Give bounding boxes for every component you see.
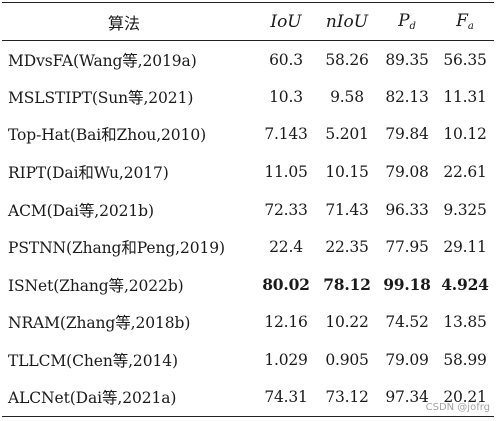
fa-cell: 13.85 xyxy=(443,313,487,332)
table-row: PSTNN(Zhang和Peng,2019) 22.4 22.35 77.95 … xyxy=(2,228,494,266)
header-fa: Fa xyxy=(436,3,494,41)
table-body: MDvsFA(Wang等,2019a) 60.3 58.26 89.35 56.… xyxy=(2,41,494,417)
fa-cell: 11.31 xyxy=(443,87,487,106)
iou-cell: 22.4 xyxy=(269,238,303,257)
niou-cell: 10.22 xyxy=(325,313,369,332)
header-pd: Pd xyxy=(378,3,436,41)
method-cell: RIPT(Dai和Wu,2017) xyxy=(8,164,169,183)
fa-cell: 29.11 xyxy=(443,238,487,257)
pd-cell: 82.13 xyxy=(385,87,429,106)
header-fa-sub: a xyxy=(467,21,474,32)
fa-cell: 10.12 xyxy=(443,125,487,144)
method-cell: MDvsFA(Wang等,2019a) xyxy=(8,51,197,70)
table-row: ACM(Dai等,2021b) 72.33 71.43 96.33 9.325 xyxy=(2,191,494,229)
header-iou: IoU xyxy=(270,11,302,32)
fa-cell: 58.99 xyxy=(443,351,487,370)
pd-cell: 79.08 xyxy=(385,163,429,182)
table-row: ALCNet(Dai等,2021a) 74.31 73.12 97.34 20.… xyxy=(2,379,494,417)
fa-cell: 4.924 xyxy=(441,275,489,295)
pd-cell: 89.35 xyxy=(385,50,429,69)
pd-cell: 79.09 xyxy=(385,351,429,370)
iou-cell: 1.029 xyxy=(264,351,308,370)
niou-cell: 0.905 xyxy=(325,351,369,370)
niou-cell: 5.201 xyxy=(325,125,369,144)
table-header: 算法 IoU nIoU Pd Fa xyxy=(2,2,494,41)
header-fa-main: F xyxy=(456,11,468,31)
niou-cell: 22.35 xyxy=(325,238,369,257)
method-cell: ACM(Dai等,2021b) xyxy=(8,201,154,220)
pd-cell: 96.33 xyxy=(385,200,429,219)
niou-cell: 78.12 xyxy=(323,275,371,295)
table-row: NRAM(Zhang等,2018b) 12.16 10.22 74.52 13.… xyxy=(2,304,494,342)
pd-cell: 74.52 xyxy=(385,313,429,332)
method-cell: PSTNN(Zhang和Peng,2019) xyxy=(8,239,225,258)
method-cell: MSLSTIPT(Sun等,2021) xyxy=(8,88,194,107)
method-cell: NRAM(Zhang等,2018b) xyxy=(8,314,191,333)
header-pd-main: P xyxy=(398,11,410,31)
iou-cell: 7.143 xyxy=(264,125,308,144)
table-row: MDvsFA(Wang等,2019a) 60.3 58.26 89.35 56.… xyxy=(2,41,494,79)
header-row: 算法 IoU nIoU Pd Fa xyxy=(2,2,494,41)
iou-cell: 12.16 xyxy=(264,313,308,332)
niou-cell: 10.15 xyxy=(325,163,369,182)
method-cell: TLLCM(Chen等,2014) xyxy=(8,352,178,371)
iou-cell: 74.31 xyxy=(264,388,308,407)
fa-cell: 56.35 xyxy=(443,50,487,69)
iou-cell: 11.05 xyxy=(264,163,308,182)
table-row: MSLSTIPT(Sun等,2021) 10.3 9.58 82.13 11.3… xyxy=(2,78,494,116)
pd-cell: 77.95 xyxy=(385,238,429,257)
watermark: CSDN @jofrg xyxy=(425,402,490,413)
iou-cell: 72.33 xyxy=(264,200,308,219)
header-niou: nIoU xyxy=(325,11,369,32)
iou-cell: 60.3 xyxy=(269,50,303,69)
niou-cell: 71.43 xyxy=(325,200,369,219)
fa-cell: 20.21 xyxy=(443,388,487,407)
pd-cell: 99.18 xyxy=(383,275,431,295)
table-row-best: ISNet(Zhang等,2022b) 80.02 78.12 99.18 4.… xyxy=(2,266,494,304)
results-table: 算法 IoU nIoU Pd Fa MDvsFA(Wang等,2019a) 60… xyxy=(2,2,494,417)
method-cell: ISNet(Zhang等,2022b) xyxy=(8,276,184,295)
fa-cell: 22.61 xyxy=(443,163,487,182)
header-method: 算法 xyxy=(107,13,140,33)
header-pd-sub: d xyxy=(409,21,416,32)
table-row: TLLCM(Chen等,2014) 1.029 0.905 79.09 58.9… xyxy=(2,341,494,379)
fa-cell: 9.325 xyxy=(443,200,487,219)
niou-cell: 73.12 xyxy=(325,388,369,407)
niou-cell: 9.58 xyxy=(330,87,364,106)
method-cell: Top-Hat(Bai和Zhou,2010) xyxy=(8,126,207,145)
niou-cell: 58.26 xyxy=(325,50,369,69)
pd-cell: 79.84 xyxy=(385,125,429,144)
method-cell: ALCNet(Dai等,2021a) xyxy=(8,389,177,408)
table-row: Top-Hat(Bai和Zhou,2010) 7.143 5.201 79.84… xyxy=(2,116,494,154)
iou-cell: 10.3 xyxy=(269,87,303,106)
table-row: RIPT(Dai和Wu,2017) 11.05 10.15 79.08 22.6… xyxy=(2,153,494,191)
pd-cell: 97.34 xyxy=(385,388,429,407)
iou-cell: 80.02 xyxy=(262,275,310,295)
